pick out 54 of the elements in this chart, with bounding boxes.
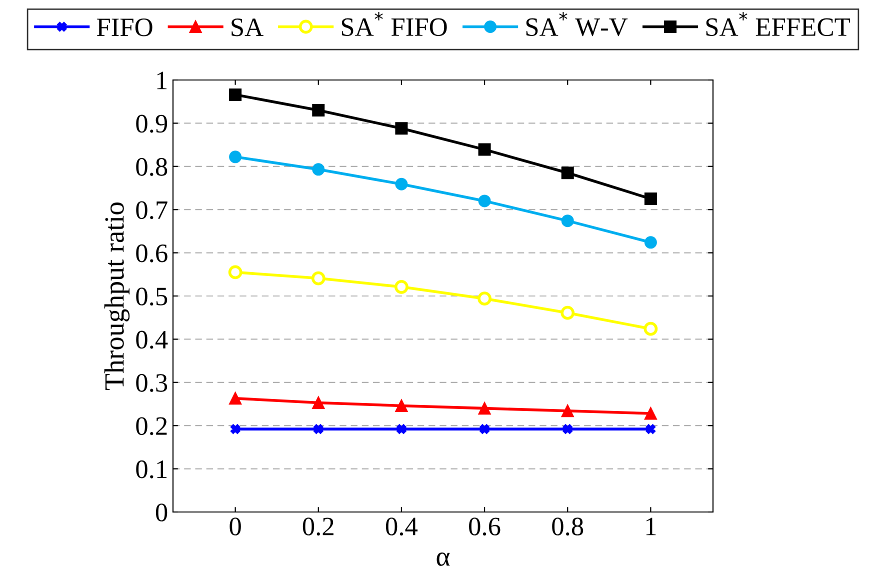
point [228, 265, 242, 280]
point [312, 104, 325, 116]
y-tick-label: 0.3 [136, 374, 168, 392]
legend-label: SA$^{*}$ W-V [526, 12, 628, 36]
point [395, 399, 408, 412]
legend-label: FIFO [96, 18, 152, 36]
point [229, 392, 242, 405]
legend-label: SA$^{*}$ FIFO [342, 12, 447, 36]
y-tick-label: 0.9 [136, 114, 168, 133]
y-tick-label: 0 [156, 504, 168, 522]
point [644, 322, 658, 336]
x-tick-label: 0.4 [386, 518, 418, 536]
point [395, 122, 408, 135]
point [230, 424, 240, 434]
point [478, 143, 491, 156]
y-tick-label: 0.6 [136, 244, 168, 262]
point [561, 214, 574, 228]
point [644, 192, 657, 206]
point [314, 424, 324, 434]
x-tick-label: 0.8 [552, 518, 584, 536]
point [561, 166, 574, 180]
x-tick-label: 0.6 [469, 518, 500, 536]
x-tick-label: 1 [646, 518, 656, 536]
point [644, 407, 657, 420]
point [478, 292, 492, 306]
legend-label: SA$^{*}$ EFFECT [706, 12, 850, 36]
point [229, 150, 242, 164]
y-tick-label: 0.8 [136, 158, 168, 176]
y-tick-label: 0.5 [136, 288, 168, 306]
point [644, 236, 657, 249]
point [560, 306, 575, 320]
x-axis-title: α [436, 552, 450, 566]
point [395, 178, 408, 190]
legend-label: SA [232, 18, 264, 36]
point [561, 404, 574, 418]
y-tick-label: 0.2 [136, 417, 167, 436]
point [562, 424, 572, 434]
y-tick-label: 1 [157, 72, 167, 90]
y-tick-label: 0.1 [136, 460, 167, 478]
point [312, 163, 325, 176]
point [229, 88, 242, 101]
point [478, 402, 491, 415]
x-tick-label: 0 [230, 518, 241, 536]
x-tick-label: 0.2 [302, 518, 334, 536]
point [478, 194, 491, 208]
point [480, 424, 490, 434]
y-axis-title: Throughput ratio [104, 202, 130, 390]
point [311, 271, 326, 286]
y-tick-label: 0.4 [136, 330, 168, 349]
point [396, 424, 406, 434]
point [394, 280, 408, 294]
point [646, 424, 656, 434]
point [312, 396, 325, 409]
y-tick-label: 0.7 [136, 201, 168, 220]
